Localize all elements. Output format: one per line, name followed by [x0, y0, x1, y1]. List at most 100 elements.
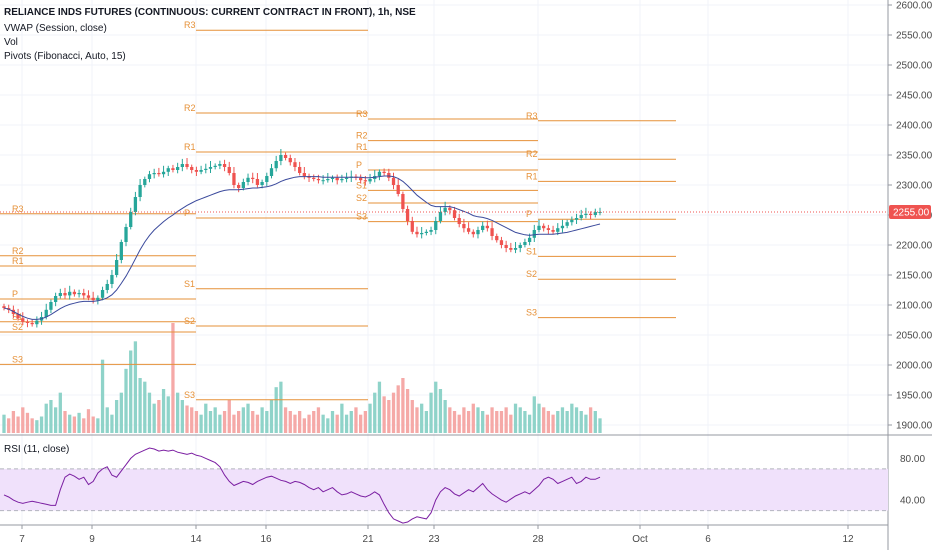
candle-body[interactable] [387, 173, 391, 178]
candle-body[interactable] [335, 177, 339, 181]
candle-body[interactable] [204, 168, 208, 170]
candle-body[interactable] [509, 248, 513, 250]
candle-body[interactable] [161, 171, 166, 175]
candle-body[interactable] [86, 295, 91, 298]
candle-body[interactable] [584, 213, 588, 215]
candle-body[interactable] [16, 314, 20, 319]
candle-body[interactable] [344, 177, 349, 179]
candle-body[interactable] [574, 218, 579, 220]
candle-body[interactable] [415, 231, 419, 235]
candle-body[interactable] [194, 170, 199, 172]
candle-body[interactable] [255, 179, 260, 185]
candle-body[interactable] [175, 167, 180, 170]
candle-body[interactable] [91, 297, 95, 301]
candle-body[interactable] [119, 242, 123, 260]
candle-body[interactable] [466, 228, 471, 232]
candle-body[interactable] [312, 177, 316, 179]
candle-body[interactable] [471, 231, 475, 235]
candle-body[interactable] [546, 228, 551, 230]
candle-body[interactable] [58, 293, 62, 296]
candle-body[interactable] [213, 165, 217, 167]
candle-body[interactable] [410, 221, 414, 232]
candle-body[interactable] [523, 242, 527, 245]
candle-body[interactable] [420, 233, 424, 235]
candle-body[interactable] [438, 212, 443, 221]
candle-body[interactable] [377, 171, 382, 176]
candle-body[interactable] [124, 227, 128, 242]
symbol-title[interactable]: RELIANCE INDS FUTURES (CONTINUOUS: CURRE… [4, 7, 416, 18]
candle-body[interactable] [326, 179, 330, 181]
candle-body[interactable] [434, 221, 438, 230]
candle-body[interactable] [593, 212, 597, 215]
candle-body[interactable] [396, 185, 400, 194]
candle-body[interactable] [495, 236, 499, 241]
candle-body[interactable] [68, 291, 72, 296]
candle-body[interactable] [340, 179, 344, 181]
candle-body[interactable] [363, 180, 367, 182]
candle-body[interactable] [157, 173, 161, 175]
candle-body[interactable] [382, 171, 386, 173]
candle-body[interactable] [100, 290, 105, 298]
indicator-pivots-label[interactable]: Pivots (Fibonacci, Auto, 15) [4, 51, 126, 62]
candle-body[interactable] [368, 179, 372, 182]
candle-body[interactable] [49, 302, 53, 310]
candle-body[interactable] [147, 174, 152, 179]
candle-body[interactable] [82, 293, 86, 296]
candle-body[interactable] [105, 284, 109, 290]
candle-body[interactable] [499, 240, 504, 245]
candle-body[interactable] [321, 180, 325, 182]
candle-body[interactable] [251, 177, 255, 179]
candle-body[interactable] [405, 209, 410, 221]
candle-body[interactable] [579, 215, 583, 218]
candle-body[interactable] [316, 179, 321, 181]
candle-body[interactable] [283, 155, 288, 158]
candle-body[interactable] [246, 177, 250, 182]
price-axis[interactable]: 2600.00 2550.00 2500.00 2450.00 2400.00 2350.… [888, 1, 932, 432]
candle-body[interactable] [537, 225, 541, 230]
rsi-axis[interactable]: 80.00 40.00 [900, 454, 925, 507]
candle-body[interactable] [274, 161, 278, 169]
candle-body[interactable] [429, 230, 433, 232]
candle-body[interactable] [288, 158, 292, 163]
candle-body[interactable] [518, 245, 522, 248]
candle-body[interactable] [588, 213, 593, 215]
candle-body[interactable] [481, 225, 485, 230]
indicator-vwap-label[interactable]: VWAP (Session, close) [4, 23, 107, 34]
candle-body[interactable] [260, 182, 264, 185]
candle-body[interactable] [180, 164, 184, 167]
candle-body[interactable] [457, 218, 461, 224]
candle-body[interactable] [293, 162, 297, 167]
candle-body[interactable] [2, 306, 6, 308]
candle-body[interactable] [532, 230, 536, 238]
candle-body[interactable] [218, 164, 222, 166]
candle-body[interactable] [504, 245, 508, 248]
candle-body[interactable] [133, 197, 138, 212]
candle-body[interactable] [462, 224, 466, 229]
candle-body[interactable] [227, 167, 231, 173]
candle-body[interactable] [166, 168, 170, 172]
candle-body[interactable] [485, 225, 490, 229]
candle-body[interactable] [359, 177, 363, 181]
candle-body[interactable] [143, 179, 147, 185]
candle-body[interactable] [241, 182, 245, 188]
candle-body[interactable] [21, 318, 25, 322]
candle-body[interactable] [152, 173, 156, 175]
candle-body[interactable] [269, 168, 274, 176]
candle-body[interactable] [190, 167, 194, 170]
candle-body[interactable] [565, 222, 569, 226]
candle-body[interactable] [77, 293, 81, 295]
candle-body[interactable] [424, 231, 429, 233]
candle-body[interactable] [129, 212, 133, 227]
candle-body[interactable] [25, 321, 30, 323]
candle-body[interactable] [513, 248, 518, 250]
candle-body[interactable] [35, 320, 39, 325]
candle-body[interactable] [30, 323, 34, 325]
candle-body[interactable] [560, 225, 565, 229]
candle-body[interactable] [44, 309, 48, 317]
candle-body[interactable] [452, 210, 457, 218]
candle-body[interactable] [443, 207, 447, 212]
candle-body[interactable] [171, 168, 175, 170]
candle-body[interactable] [302, 173, 306, 176]
candle-body[interactable] [298, 167, 302, 173]
candle-body[interactable] [232, 173, 236, 185]
